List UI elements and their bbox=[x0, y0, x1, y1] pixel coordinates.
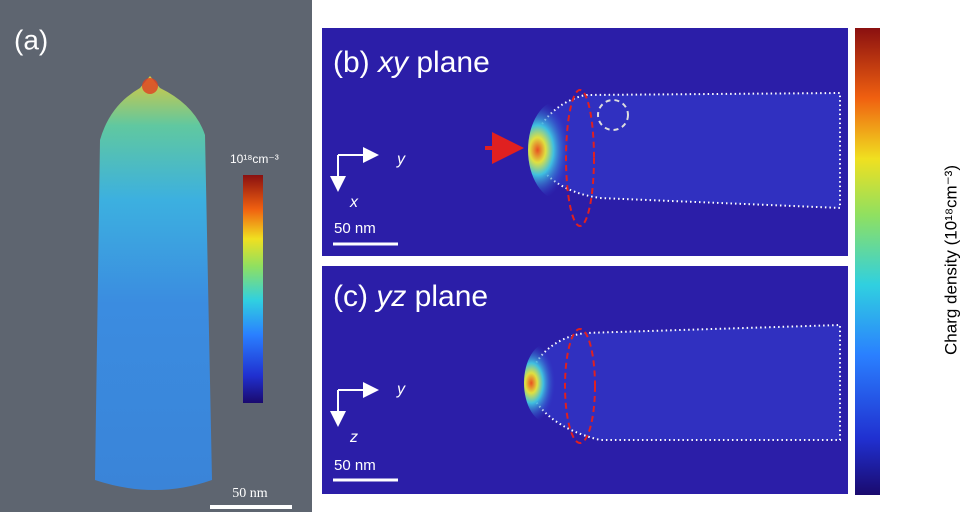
axis-label: y bbox=[396, 381, 406, 398]
colorbar bbox=[855, 28, 880, 495]
panel-title: (b) xy plane bbox=[333, 46, 490, 79]
panel-label: (a) bbox=[14, 24, 48, 55]
nanowire-section bbox=[525, 323, 841, 441]
tip-hotspot bbox=[142, 78, 158, 94]
region-marker bbox=[597, 99, 629, 131]
colorbar bbox=[243, 175, 263, 403]
scale-bar-label: 50 nm bbox=[334, 457, 376, 474]
tip-charge bbox=[528, 100, 592, 200]
axis-label: y bbox=[396, 151, 406, 168]
region-marker bbox=[564, 328, 596, 444]
panel-title: (c) yz plane bbox=[333, 280, 488, 313]
scale-bar-label: 50 nm bbox=[334, 220, 376, 237]
axis-label: z bbox=[349, 429, 358, 446]
colorbar-title: Charg density (10¹⁸cm⁻³) bbox=[941, 165, 960, 355]
nanowire-section bbox=[528, 91, 841, 210]
region-marker bbox=[565, 89, 595, 227]
nanowire-3d bbox=[95, 76, 212, 490]
colorbar-unit: 10¹⁸cm⁻³ bbox=[230, 152, 279, 166]
tip-charge bbox=[524, 343, 572, 423]
axis-label: x bbox=[349, 194, 359, 211]
scale-bar-label: 50 nm bbox=[232, 486, 268, 501]
